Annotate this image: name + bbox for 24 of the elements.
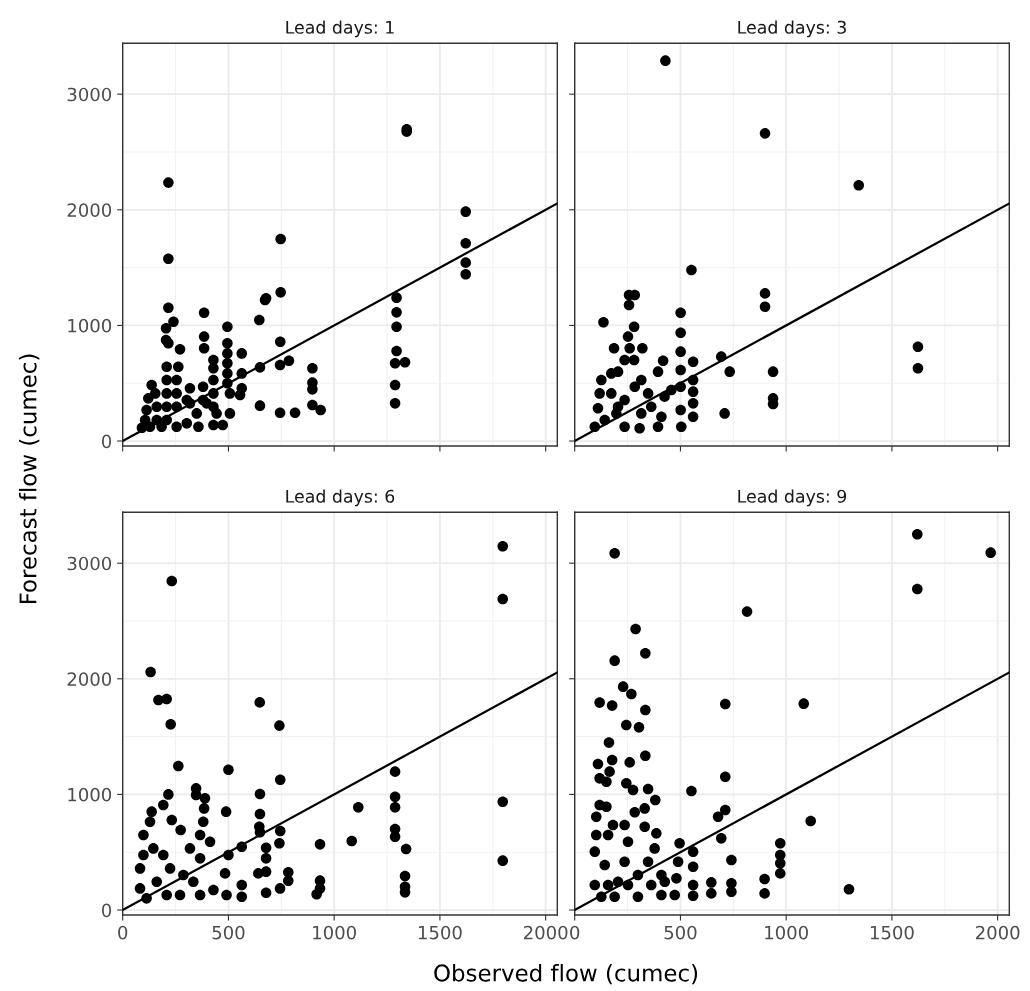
x-axis-title: Observed flow (cumec) (434, 963, 698, 985)
y-tick-label: 2000 (67, 672, 112, 686)
y-tick-label: 2000 (67, 203, 112, 217)
x-tick-label: 500 (664, 925, 697, 940)
x-tick-label: 1000 (313, 925, 356, 940)
y-tick-label: 3000 (67, 87, 112, 102)
x-tick-label: 0 (118, 925, 128, 940)
y-tick-label: 1000 (68, 787, 112, 802)
chart-title: Lead days: 6 (286, 489, 395, 507)
x-tick-label: 1500 (418, 925, 462, 940)
x-tick-label: 2000 (524, 925, 568, 940)
x-tick-label: 500 (212, 925, 245, 940)
x-tick-label: 0 (570, 925, 580, 940)
y-tick-label: 3000 (67, 556, 112, 571)
x-tick-label: 1500 (870, 925, 914, 940)
x-tick-label: 1000 (765, 925, 808, 940)
y-axis-title: Forecast flow (cumec) (18, 354, 40, 604)
chart-title: Lead days: 3 (738, 20, 846, 38)
y-tick-label: 1000 (68, 318, 112, 333)
chart-title: Lead days: 1 (286, 20, 394, 38)
y-tick-label: 0 (101, 434, 112, 449)
chart-title: Lead days: 9 (738, 489, 847, 507)
x-tick-label: 2000 (976, 925, 1020, 940)
y-tick-label: 0 (101, 903, 112, 918)
